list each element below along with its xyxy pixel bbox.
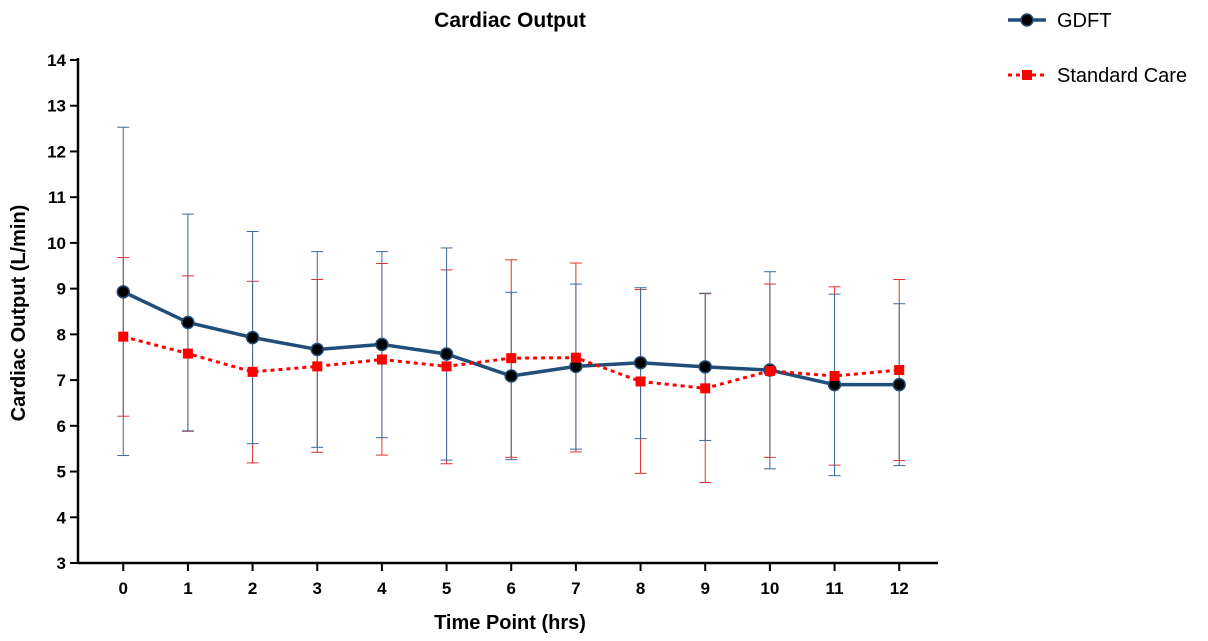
x-tick-label: 9 bbox=[700, 579, 709, 598]
legend-marker-circle bbox=[1020, 13, 1034, 27]
standard-care-point bbox=[764, 365, 775, 376]
gdft-point bbox=[504, 369, 518, 383]
x-tick-label: 8 bbox=[636, 579, 645, 598]
x-tick-label: 11 bbox=[826, 579, 844, 598]
chart-title: Cardiac Output bbox=[434, 9, 586, 32]
x-axis-label: Time Point (hrs) bbox=[434, 612, 586, 634]
x-tick-label: 3 bbox=[313, 579, 322, 598]
y-tick-label: 4 bbox=[57, 508, 67, 527]
x-tick-label: 10 bbox=[760, 579, 779, 598]
y-tick-label: 12 bbox=[47, 142, 66, 161]
x-tick-label: 1 bbox=[183, 579, 192, 598]
standard-care-point bbox=[635, 376, 646, 387]
series-markers bbox=[116, 285, 906, 394]
standard-care-point bbox=[570, 352, 581, 363]
x-tick-label: 7 bbox=[571, 579, 580, 598]
y-axis-label: Cardiac Output (L/min) bbox=[8, 205, 30, 422]
y-tick-label: 8 bbox=[57, 325, 66, 344]
standard-care-point bbox=[247, 366, 258, 377]
gdft-point bbox=[245, 330, 260, 345]
standard-care-point bbox=[506, 353, 517, 364]
standard-care-point bbox=[894, 365, 905, 376]
x-tick-label: 4 bbox=[377, 579, 387, 598]
standard-care-point bbox=[118, 331, 129, 342]
y-tick-label: 13 bbox=[47, 97, 66, 116]
legend-label: GDFT bbox=[1057, 10, 1111, 32]
gdft-point bbox=[892, 377, 906, 392]
x-tick-label: 6 bbox=[506, 579, 515, 598]
standard-care-point bbox=[312, 361, 323, 372]
y-tick-label: 6 bbox=[57, 417, 66, 436]
gdft-point bbox=[181, 315, 195, 330]
x-tick-label: 2 bbox=[248, 579, 257, 598]
standard-care-point bbox=[182, 348, 193, 359]
error-bars bbox=[117, 126, 906, 484]
gdft-point bbox=[698, 360, 712, 374]
legend: GDFT Standard Care bbox=[1008, 10, 1187, 87]
legend-label: Standard Care bbox=[1057, 65, 1187, 87]
standard-care-point bbox=[700, 383, 711, 394]
x-tick-label: 5 bbox=[442, 579, 451, 598]
y-tick-label: 9 bbox=[57, 280, 66, 299]
y-tick-label: 10 bbox=[47, 234, 66, 253]
x-tick-label: 0 bbox=[119, 579, 128, 598]
standard-care-point bbox=[441, 361, 452, 372]
gdft-point bbox=[375, 337, 389, 352]
gdft-point bbox=[633, 355, 648, 370]
y-tick-label: 7 bbox=[57, 371, 66, 390]
y-tick-label: 11 bbox=[48, 188, 66, 207]
gdft-point bbox=[310, 342, 324, 357]
gdft-point bbox=[116, 285, 131, 299]
standard-care-point bbox=[376, 354, 387, 365]
gdft-point bbox=[439, 347, 454, 361]
y-tick-label: 5 bbox=[57, 463, 66, 482]
x-tick-label: 12 bbox=[890, 579, 909, 598]
y-tick-label: 14 bbox=[47, 51, 66, 70]
y-tick-label: 3 bbox=[57, 554, 66, 573]
standard-care-point bbox=[829, 370, 840, 381]
legend-marker-square bbox=[1022, 70, 1032, 80]
